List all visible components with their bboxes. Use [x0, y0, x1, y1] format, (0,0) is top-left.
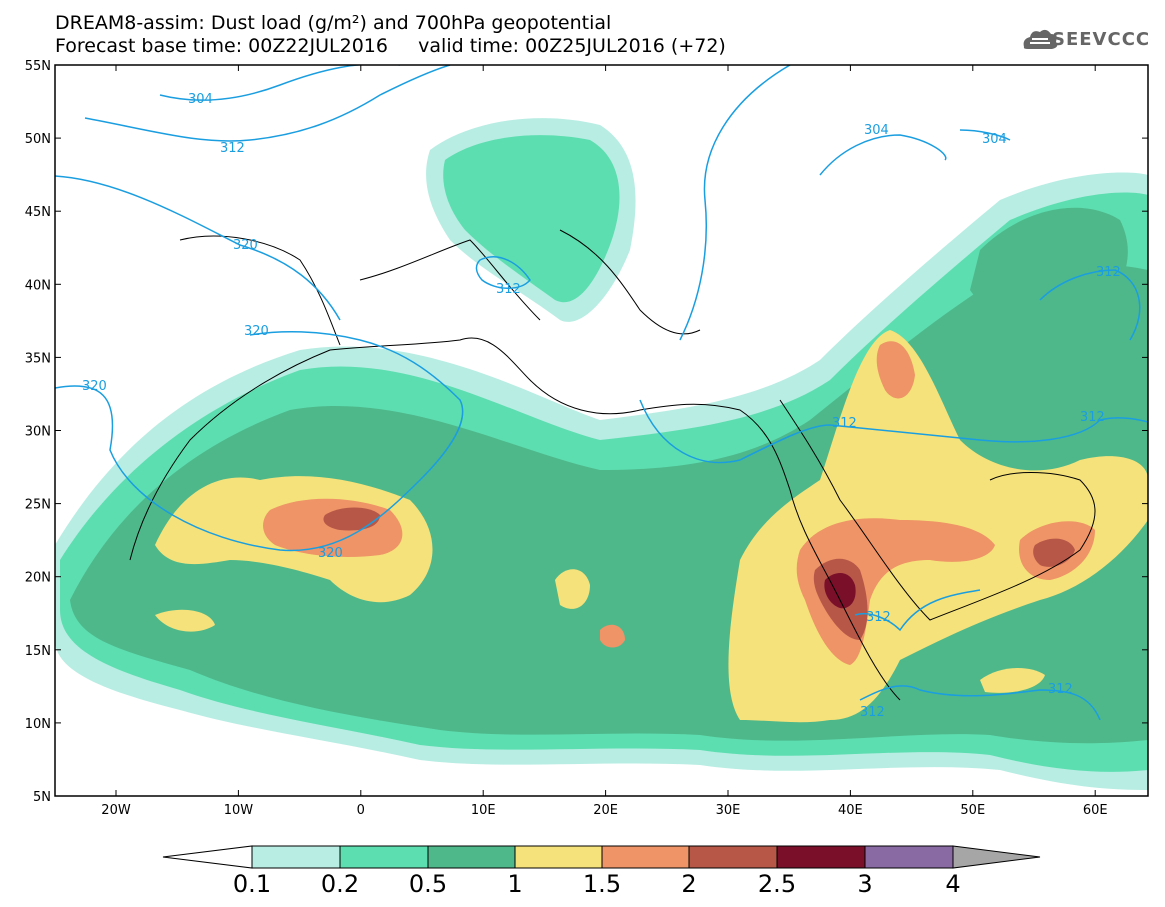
- geopotential-contours: [55, 65, 1148, 721]
- contour-label: 312: [866, 610, 891, 625]
- colorbar-label: 2: [681, 870, 697, 898]
- contour-label: 320: [82, 379, 107, 394]
- dust-region-0.5-caspian: [970, 207, 1128, 324]
- colorbar-label: 2.5: [757, 870, 797, 898]
- contour-label: 312: [220, 141, 245, 156]
- dust-fill-layer: [55, 118, 1148, 790]
- lat-tick-label: 35N: [25, 351, 51, 366]
- coastline-arabia: [779, 399, 1096, 621]
- map-title: DREAM8-assim: Dust load (g/m²) and 700hP…: [55, 12, 612, 34]
- lat-tick-label: 10N: [25, 717, 51, 732]
- contour-label: 312: [832, 416, 857, 431]
- latitude-axis: 55N 50N 45N 40N 35N 30N 25N 20N 15N 10N 5N: [25, 59, 1148, 805]
- contour-304-west: [159, 65, 400, 101]
- lat-tick-label: 20N: [25, 571, 51, 586]
- lon-tick-label: 50E: [960, 803, 985, 818]
- colorbar-min-arrow: [162, 845, 253, 869]
- dust-region-2.5-core: [824, 573, 856, 609]
- lon-tick-label: 10W: [224, 803, 254, 818]
- logo-text: SEEVCCC: [1052, 29, 1151, 50]
- contour-label: 312: [1048, 682, 1073, 697]
- colorbar-cell-0.1: [251, 845, 341, 869]
- colorbar-label: 4: [945, 870, 961, 898]
- colorbar-label: 0.5: [408, 870, 448, 898]
- dust-region-2-oman: [1033, 538, 1075, 567]
- contour-label: 320: [244, 324, 269, 339]
- map-subtitle: Forecast base time: 00Z22JUL2016 valid t…: [55, 35, 726, 57]
- colorbar-cell-0.2: [339, 845, 429, 869]
- contour-label: 320: [233, 238, 258, 253]
- lon-tick-label: 20E: [593, 803, 618, 818]
- colorbar-label: 1.5: [582, 870, 622, 898]
- dust-region-2-west: [323, 507, 380, 531]
- colorbar-label: 0.1: [232, 870, 272, 898]
- colorbar-max-arrow: [952, 845, 1041, 869]
- dust-region-1-chad: [555, 569, 590, 609]
- colorbar-cell-1: [514, 845, 603, 869]
- dust-region-1-sahel: [155, 609, 215, 632]
- contour-label: 312: [1096, 265, 1121, 280]
- dust-region-1.5-iraq: [876, 341, 915, 399]
- lon-tick-label: 20W: [101, 803, 131, 818]
- lon-tick-label: 60E: [1083, 803, 1108, 818]
- contour-label: 304: [864, 123, 889, 138]
- lon-tick-label: 40E: [838, 803, 863, 818]
- colorbar-cell-3: [864, 845, 954, 869]
- colorbar-label: 0.2: [320, 870, 360, 898]
- contour-312-italy: [475, 256, 531, 289]
- contour-320-mid: [55, 331, 464, 552]
- colorbar-cell-2: [688, 845, 778, 869]
- colorbar-cell-1.5: [601, 845, 690, 869]
- colorbar-cell-2.5: [776, 845, 866, 869]
- contour-label: 312: [860, 705, 885, 720]
- contour-312-east: [679, 65, 791, 341]
- contour-312-west: [84, 65, 451, 142]
- contour-312-sudan: [854, 589, 981, 632]
- lon-tick-label: 30E: [716, 803, 741, 818]
- colorbar-label: 3: [857, 870, 873, 898]
- lat-tick-label: 45N: [25, 205, 51, 220]
- contour-label: 312: [1080, 410, 1105, 425]
- lat-tick-label: 5N: [33, 790, 51, 805]
- contour-312-mideast: [639, 399, 1148, 464]
- dust-region-0.2-europe: [443, 135, 620, 303]
- contour-label: 304: [188, 92, 213, 107]
- lat-tick-label: 25N: [25, 498, 51, 513]
- contour-labels: 304 312 320 320 320 312 304 304 312 312 …: [82, 92, 1121, 720]
- coastlines: [129, 229, 1096, 701]
- contour-304-east: [819, 129, 1011, 176]
- lat-tick-label: 30N: [25, 425, 51, 440]
- colorbar-label: 1: [507, 870, 523, 898]
- contour-312-caspian: [1039, 269, 1141, 341]
- contour-label: 320: [318, 546, 343, 561]
- lon-tick-label: 0: [357, 803, 365, 818]
- colorbar: [162, 845, 1041, 869]
- contour-320-north: [55, 175, 341, 321]
- contour-label: 304: [982, 132, 1007, 147]
- lat-tick-label: 40N: [25, 278, 51, 293]
- lat-tick-label: 55N: [25, 59, 51, 74]
- contour-312-yemen: [859, 685, 1101, 721]
- contour-label: 312: [496, 282, 521, 297]
- colorbar-cell-0.5: [427, 845, 516, 869]
- coastline-europe: [179, 229, 701, 346]
- coastline-africa: [129, 337, 901, 701]
- longitude-axis: 20W 10W 0 10E 20E 30E 40E 50E 60E: [101, 65, 1108, 818]
- dust-region-1-arabia: [980, 668, 1045, 693]
- lat-tick-label: 50N: [25, 132, 51, 147]
- lon-tick-label: 10E: [471, 803, 496, 818]
- lat-tick-label: 15N: [25, 644, 51, 659]
- seevccc-logo: [1023, 29, 1058, 49]
- dust-region-1.5-chad: [600, 624, 625, 648]
